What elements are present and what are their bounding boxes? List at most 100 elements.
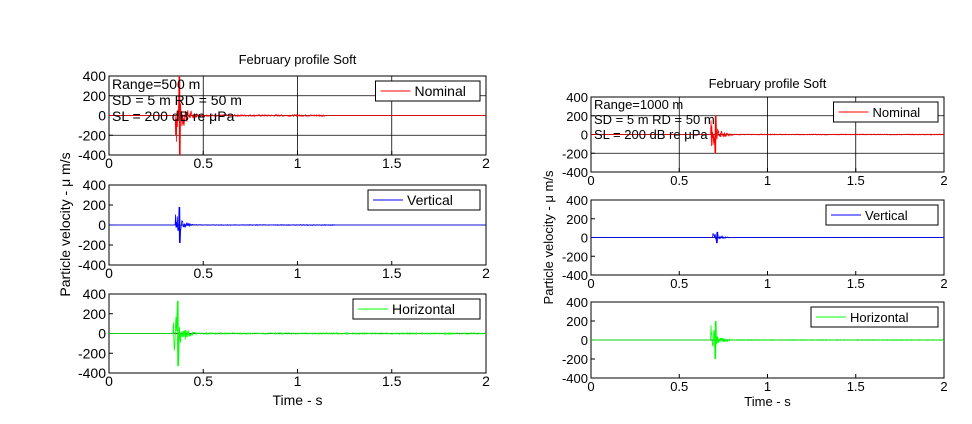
legend-box bbox=[833, 101, 939, 123]
annotation-text: Range=500 m bbox=[112, 76, 200, 92]
legend-vertical: Vertical bbox=[367, 189, 481, 211]
chart-title: February profile Soft bbox=[239, 52, 357, 67]
x-tick-label: 2 bbox=[940, 173, 947, 188]
y-tick-label: -400 bbox=[78, 365, 106, 381]
y-tick-label: 200 bbox=[83, 197, 107, 213]
legend-label: Nominal bbox=[415, 83, 466, 99]
legend-box bbox=[352, 298, 481, 320]
axes-horizontal: 0 0.5 1 1.5 2 400 200 0 -200 -400 Horizontal bbox=[78, 286, 490, 389]
x-tick-label: 0.5 bbox=[194, 155, 214, 171]
y-tick-label: 200 bbox=[83, 88, 107, 104]
x-tick-label: 2 bbox=[482, 265, 490, 281]
x-tick-label: 1.5 bbox=[847, 379, 865, 394]
x-tick-label: 1 bbox=[764, 379, 771, 394]
x-tick-label: 2 bbox=[482, 155, 490, 171]
legend-vertical: Vertical bbox=[825, 204, 939, 226]
legend-box bbox=[810, 306, 939, 328]
y-tick-label: -400 bbox=[78, 147, 106, 163]
y-tick-label: 400 bbox=[83, 286, 107, 302]
x-tick-label: 2 bbox=[940, 379, 947, 394]
legend-box bbox=[825, 204, 939, 226]
y-tick-label: 0 bbox=[581, 231, 588, 246]
y-tick-label: -400 bbox=[562, 165, 588, 180]
legend-horizontal: Horizontal bbox=[810, 306, 939, 328]
legend-nominal: Nominal bbox=[833, 101, 939, 123]
x-tick-label: 0 bbox=[587, 276, 594, 291]
series-line-nominal bbox=[591, 115, 945, 154]
series-line-vertical bbox=[109, 206, 486, 244]
y-tick-label: -400 bbox=[78, 257, 106, 273]
legend-label: Nominal bbox=[873, 105, 921, 120]
y-tick-label: -200 bbox=[78, 345, 106, 361]
x-tick-label: 0.5 bbox=[194, 373, 214, 389]
y-tick-label: 0 bbox=[98, 326, 106, 342]
annotation-text: SD = 5 m RD = 50 m bbox=[112, 92, 242, 108]
y-tick-label: 400 bbox=[566, 295, 588, 310]
x-tick-label: 1 bbox=[764, 173, 771, 188]
x-tick-label: 0 bbox=[587, 379, 594, 394]
subplot-figure-1: February profile Soft Particle velocity -… bbox=[57, 52, 490, 408]
axes-vertical: 0 0.5 1 1.5 2 400 200 0 -200 -400 Vertical bbox=[562, 193, 948, 291]
legend-label: Vertical bbox=[407, 192, 453, 208]
subplot-figure-2: February profile Soft Particle velocity -… bbox=[541, 76, 948, 409]
annotation-text: SD = 5 m RD = 50 m bbox=[594, 112, 715, 127]
x-tick-label: 0.5 bbox=[670, 173, 688, 188]
x-tick-label: 1.5 bbox=[847, 276, 865, 291]
x-axis-label: Time - s bbox=[272, 392, 322, 408]
x-tick-label: 2 bbox=[940, 276, 947, 291]
y-tick-label: -400 bbox=[562, 268, 588, 283]
y-tick-label: -200 bbox=[78, 127, 106, 143]
y-tick-label: 0 bbox=[98, 108, 106, 124]
y-tick-label: 400 bbox=[566, 90, 588, 105]
axes-nominal: 0 0.5 1 1.5 2 400 200 0 -200 -400 Nominal Range=100… bbox=[562, 90, 948, 188]
legend-nominal: Nominal bbox=[375, 80, 481, 102]
y-tick-label: 400 bbox=[83, 177, 107, 193]
legend-box bbox=[375, 80, 481, 102]
x-tick-label: 0 bbox=[587, 173, 594, 188]
x-tick-label: 1 bbox=[294, 265, 302, 281]
x-tick-label: 0.5 bbox=[194, 265, 214, 281]
x-tick-label: 1.5 bbox=[382, 155, 402, 171]
annotation-text: SL = 200 dB re μPa bbox=[594, 127, 708, 142]
y-tick-label: 400 bbox=[83, 68, 107, 84]
y-tick-label: -200 bbox=[562, 249, 588, 264]
series-line-horizontal bbox=[109, 300, 487, 367]
annotation-text: Range=1000 m bbox=[594, 97, 683, 112]
x-tick-label: 0 bbox=[105, 155, 113, 171]
y-tick-label: 400 bbox=[566, 193, 588, 208]
y-tick-label: 200 bbox=[83, 306, 107, 322]
series-line-vertical bbox=[591, 231, 945, 244]
x-tick-label: 1 bbox=[294, 155, 302, 171]
x-tick-label: 0.5 bbox=[670, 276, 688, 291]
legend-box bbox=[367, 189, 481, 211]
y-tick-label: -200 bbox=[562, 352, 588, 367]
legend-horizontal: Horizontal bbox=[352, 298, 481, 320]
y-tick-label: 0 bbox=[581, 333, 588, 348]
series-line-nominal bbox=[109, 75, 486, 156]
legend-label: Horizontal bbox=[392, 301, 455, 317]
y-tick-label: 200 bbox=[566, 314, 588, 329]
x-tick-label: 1.5 bbox=[847, 173, 865, 188]
series-line-horizontal bbox=[591, 320, 945, 360]
y-tick-label: 200 bbox=[566, 109, 588, 124]
annotation-text: SL = 200 dB re μPa bbox=[112, 108, 235, 124]
y-tick-label: 200 bbox=[566, 212, 588, 227]
axes-horizontal: 0 0.5 1 1.5 2 400 200 0 -200 -400 Horizontal bbox=[562, 295, 948, 394]
legend-label: Vertical bbox=[865, 208, 908, 223]
y-tick-label: -200 bbox=[562, 146, 588, 161]
x-tick-label: 2 bbox=[482, 373, 490, 389]
y-tick-label: -200 bbox=[78, 237, 106, 253]
y-tick-label: 0 bbox=[98, 217, 106, 233]
y-tick-label: -400 bbox=[562, 371, 588, 386]
chart-title: February profile Soft bbox=[709, 76, 827, 91]
axes-vertical: 0 0.5 1 1.5 2 400 200 0 -200 -400 Vertical bbox=[78, 177, 490, 281]
x-tick-label: 0 bbox=[105, 373, 113, 389]
x-tick-label: 1.5 bbox=[382, 265, 402, 281]
y-axis-label: Particle velocity - μ m/s bbox=[541, 170, 556, 304]
x-tick-label: 0.5 bbox=[670, 379, 688, 394]
y-tick-label: 0 bbox=[581, 128, 588, 143]
x-tick-label: 0 bbox=[105, 265, 113, 281]
x-tick-label: 1 bbox=[764, 276, 771, 291]
legend-label: Horizontal bbox=[850, 310, 909, 325]
